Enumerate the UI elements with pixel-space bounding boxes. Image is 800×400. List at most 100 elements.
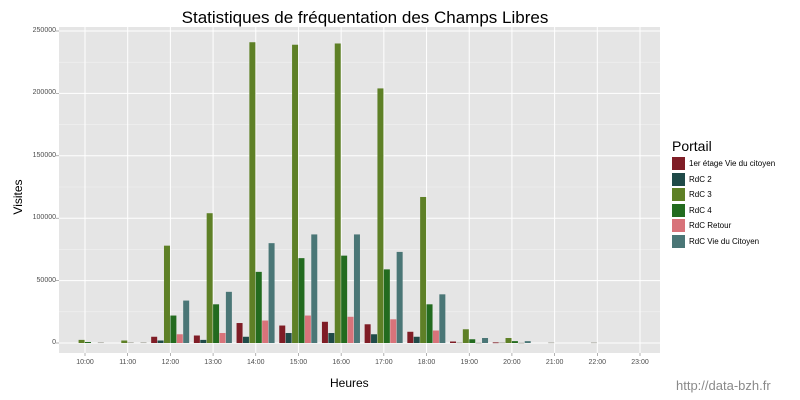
bar xyxy=(505,338,512,343)
legend-swatch xyxy=(672,172,685,186)
bar xyxy=(420,196,427,343)
legend-swatch xyxy=(672,188,685,202)
legend-label: RdC Vie du Citoyen xyxy=(689,236,760,246)
legend-item: RdC 2 xyxy=(672,172,775,188)
bar xyxy=(78,339,85,343)
bar xyxy=(242,336,249,343)
legend-label: RdC 2 xyxy=(689,174,712,184)
x-tick-label: 21:00 xyxy=(545,359,564,366)
bar xyxy=(390,319,397,343)
bar xyxy=(225,291,232,343)
bar xyxy=(432,330,439,343)
bar xyxy=(140,342,147,344)
bar xyxy=(347,316,354,343)
x-tick-label: 11:00 xyxy=(119,359,137,366)
bar xyxy=(524,341,531,343)
bar xyxy=(163,245,170,343)
bar xyxy=(334,43,341,343)
bar xyxy=(262,320,269,343)
y-tick-label: 100000 xyxy=(32,214,56,222)
bar xyxy=(127,342,134,344)
bar xyxy=(213,304,220,343)
bar xyxy=(407,331,414,343)
bar xyxy=(200,339,207,343)
bar xyxy=(364,324,371,343)
x-tick-label: 15:00 xyxy=(289,359,308,366)
x-axis-label: Heures xyxy=(330,376,369,390)
bar xyxy=(304,315,311,343)
bar xyxy=(170,315,177,343)
chart-title: Statistiques de fréquentation des Champs… xyxy=(181,8,549,27)
x-tick-label: 12:00 xyxy=(161,359,180,366)
legend-label: RdC 4 xyxy=(689,205,712,215)
bar xyxy=(97,342,104,344)
x-tick-label: 22:00 xyxy=(588,359,607,366)
x-tick-label: 13:00 xyxy=(204,359,222,366)
bar xyxy=(285,333,292,343)
bar xyxy=(469,339,476,343)
legend-item: RdC Vie du Citoyen xyxy=(672,234,775,250)
bar xyxy=(353,234,360,343)
bar xyxy=(450,341,457,343)
x-tick-label: 20:00 xyxy=(503,359,521,366)
legend-swatch xyxy=(672,157,685,171)
bar xyxy=(321,321,328,343)
legend-label: RdC 3 xyxy=(689,190,712,200)
bar xyxy=(518,342,525,344)
legend-swatch xyxy=(672,219,685,233)
bar xyxy=(121,340,128,343)
x-tick-label: 10:00 xyxy=(76,359,94,366)
legend-item: 1er étage Vie du citoyen xyxy=(672,156,775,172)
legend-item: RdC 4 xyxy=(672,203,775,219)
bar xyxy=(151,336,158,343)
bar xyxy=(499,342,506,344)
y-axis-label: Visites xyxy=(11,179,25,215)
y-tick-label: 200000 xyxy=(32,89,56,97)
bar xyxy=(328,333,335,343)
y-tick-label: 150000 xyxy=(32,151,56,159)
legend-item: RdC Retour xyxy=(672,218,775,234)
bar xyxy=(456,342,463,344)
bar xyxy=(511,341,518,343)
x-tick-label: 16:00 xyxy=(332,359,350,366)
bar xyxy=(396,251,403,343)
bar xyxy=(219,333,226,343)
bar xyxy=(236,323,243,343)
x-tick-label: 23:00 xyxy=(631,359,649,366)
legend-item: RdC 3 xyxy=(672,187,775,203)
legend-label: RdC Retour xyxy=(689,221,732,231)
bar xyxy=(268,243,275,343)
bar xyxy=(157,340,164,343)
bar xyxy=(183,300,190,343)
x-tick-label: 17:00 xyxy=(375,359,393,366)
bar xyxy=(439,294,446,343)
bar xyxy=(371,334,378,343)
x-tick-label: 18:00 xyxy=(417,359,436,366)
bar xyxy=(462,329,469,343)
bar xyxy=(176,334,183,343)
x-tick-label: 14:00 xyxy=(247,359,265,366)
bar xyxy=(590,342,597,344)
bar xyxy=(206,213,213,343)
legend-swatch xyxy=(672,234,685,248)
bar xyxy=(249,42,256,343)
y-tick-label: 250000 xyxy=(32,27,56,34)
legend-label: 1er étage Vie du citoyen xyxy=(689,159,776,169)
watermark: http://data-bzh.fr xyxy=(676,378,771,393)
bar xyxy=(292,44,299,343)
bar xyxy=(383,269,390,343)
legend: Portail 1er étage Vie du citoyen RdC 2 RdC… xyxy=(672,138,775,249)
bar xyxy=(482,338,489,343)
bar xyxy=(413,336,420,343)
bar xyxy=(475,342,482,344)
bar xyxy=(193,335,200,343)
legend-swatch xyxy=(672,203,685,217)
y-tick-label: 50000 xyxy=(36,276,56,284)
y-tick-label: 0 xyxy=(52,339,56,346)
legend-title: Portail xyxy=(672,138,712,154)
bar xyxy=(426,304,433,343)
bar xyxy=(311,234,318,343)
bar xyxy=(548,342,555,344)
bar xyxy=(255,271,262,343)
